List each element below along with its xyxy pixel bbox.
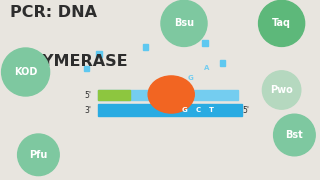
Text: 3': 3' (84, 106, 91, 115)
Text: KOD: KOD (14, 67, 37, 77)
Ellipse shape (2, 48, 50, 96)
Text: PCR: DNA: PCR: DNA (10, 5, 97, 20)
Ellipse shape (259, 0, 305, 46)
Text: 5': 5' (84, 91, 91, 100)
Text: 5': 5' (243, 106, 250, 115)
Ellipse shape (274, 114, 315, 156)
Ellipse shape (148, 76, 194, 113)
Text: Pwo: Pwo (270, 85, 293, 95)
FancyBboxPatch shape (98, 104, 242, 116)
Ellipse shape (18, 134, 59, 176)
Text: Pfu: Pfu (29, 150, 48, 160)
FancyBboxPatch shape (96, 51, 102, 57)
FancyBboxPatch shape (84, 66, 89, 71)
Text: G: G (181, 107, 187, 113)
Text: Bst: Bst (285, 130, 303, 140)
Text: C: C (195, 107, 200, 113)
Text: Taq: Taq (272, 18, 291, 28)
FancyBboxPatch shape (143, 44, 148, 50)
FancyBboxPatch shape (98, 90, 238, 100)
FancyBboxPatch shape (220, 60, 225, 66)
Text: T: T (209, 107, 214, 113)
Text: G: G (188, 75, 193, 81)
Text: A: A (204, 64, 209, 71)
Text: POLYMERASE: POLYMERASE (10, 54, 128, 69)
Ellipse shape (161, 0, 207, 46)
Ellipse shape (262, 71, 301, 109)
FancyBboxPatch shape (98, 90, 130, 100)
FancyBboxPatch shape (202, 40, 208, 46)
Text: Bsu: Bsu (174, 18, 194, 28)
